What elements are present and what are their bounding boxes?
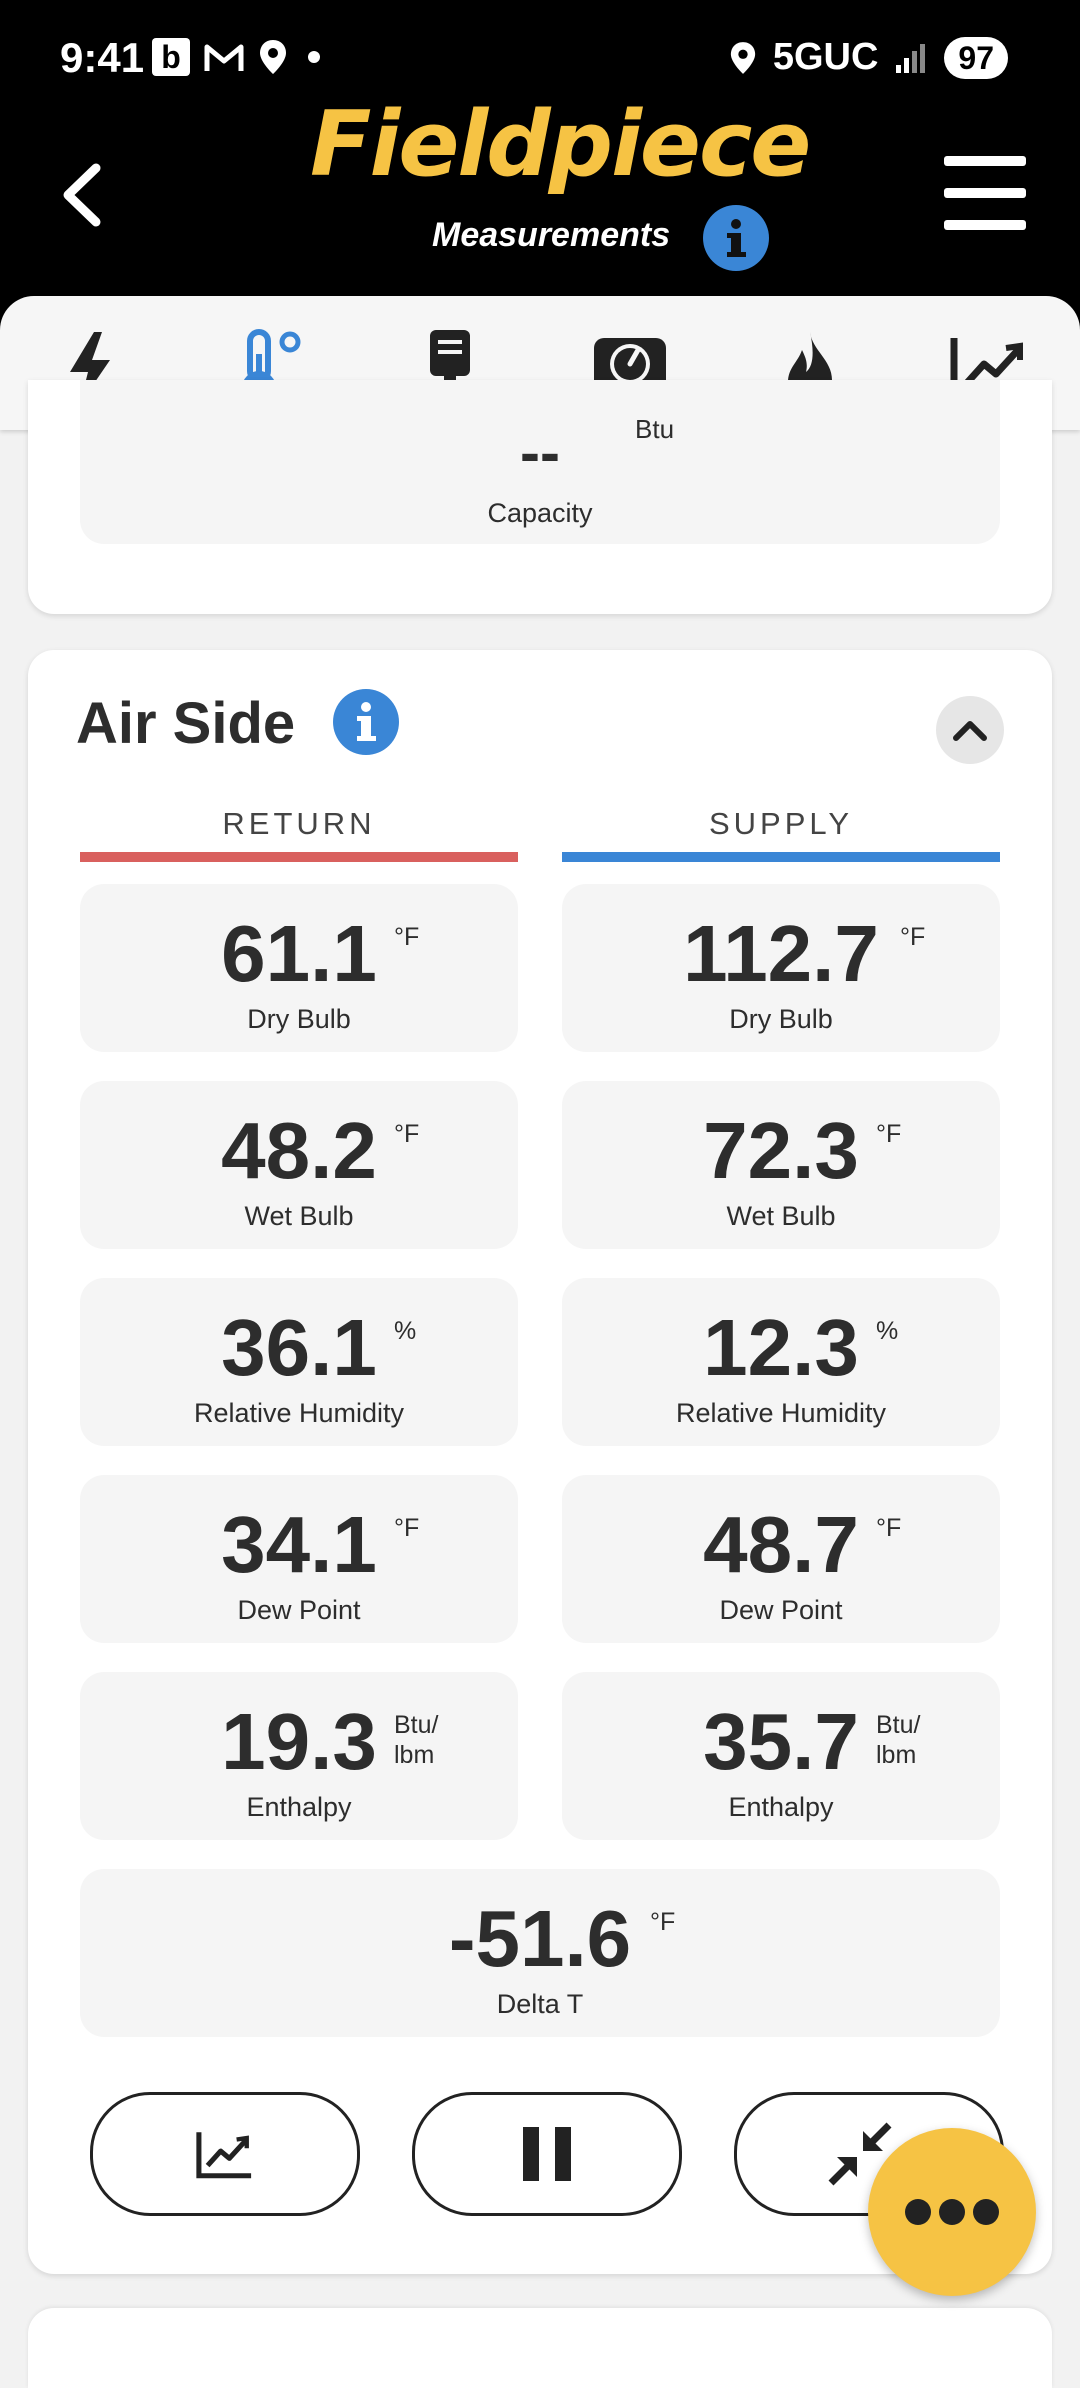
app-header: 9:41 b 5GUC: [0, 0, 1080, 330]
reading-unit: °F: [900, 923, 926, 951]
supply-relative-humidity-tile[interactable]: 12.3 % Relative Humidity: [562, 1278, 1000, 1446]
supply-wet-bulb-tile[interactable]: 72.3 °F Wet Bulb: [562, 1081, 1000, 1249]
reading-value: 36.1: [221, 1303, 377, 1392]
reading-value: -51.6: [448, 1894, 632, 1983]
reading-unit: %: [876, 1317, 899, 1345]
status-bar: 9:41 b 5GUC: [0, 0, 1080, 120]
air-side-card: Air Side RETURN SUPPLY 61.1 °F Dry Bulb …: [28, 650, 1052, 2274]
reading-unit: %: [394, 1317, 417, 1345]
return-color-bar: [80, 852, 518, 862]
reading-label: Dry Bulb: [247, 1004, 351, 1034]
more-options-button[interactable]: [868, 2128, 1036, 2296]
reading-label: Dry Bulb: [729, 1004, 833, 1034]
reading-unit: Btu/ lbm: [876, 1711, 921, 1769]
supply-dew-point-tile[interactable]: 48.7 °F Dew Point: [562, 1475, 1000, 1643]
reading-value: 34.1: [221, 1500, 377, 1589]
location-icon: [730, 41, 755, 74]
supply-dry-bulb-tile[interactable]: 112.7 °F Dry Bulb: [562, 884, 1000, 1052]
more-dots-icon: [905, 2199, 999, 2225]
reading-value: 35.7: [703, 1697, 859, 1786]
reading-value: 48.7: [703, 1500, 859, 1589]
status-time: 9:41: [60, 34, 145, 81]
reading-unit: °F: [394, 1514, 420, 1542]
return-column-header: RETURN: [222, 806, 376, 841]
reading-unit: °F: [876, 1514, 902, 1542]
page-title: Measurements: [432, 216, 671, 254]
hamburger-menu-icon[interactable]: [944, 156, 1026, 230]
reading-value: 12.3: [703, 1303, 859, 1392]
return-dew-point-tile[interactable]: 34.1 °F Dew Point: [80, 1475, 518, 1643]
capacity-value: --: [520, 419, 560, 486]
supply-enthalpy-tile[interactable]: 35.7 Btu/ lbm Enthalpy: [562, 1672, 1000, 1840]
gmail-icon: [204, 44, 244, 71]
reading-value: 112.7: [683, 909, 879, 998]
location-icon: [260, 40, 286, 74]
pause-icon: [523, 2127, 571, 2181]
reading-label: Delta T: [496, 1989, 584, 2019]
reading-label: Relative Humidity: [193, 1398, 405, 1428]
capacity-tile: -- Btu Capacity: [80, 380, 1000, 544]
reading-label: Wet Bulb: [244, 1201, 354, 1231]
notification-icons: b: [152, 38, 326, 76]
info-icon[interactable]: [702, 204, 770, 272]
pause-button[interactable]: [412, 2092, 682, 2216]
reading-label: Wet Bulb: [726, 1201, 836, 1231]
collapse-button[interactable]: [936, 696, 1004, 764]
reading-value: 48.2: [221, 1106, 377, 1195]
capacity-card: -- Btu Capacity: [28, 380, 1052, 614]
battery-level: 97: [944, 36, 1008, 79]
info-icon[interactable]: [332, 688, 400, 756]
network-type: 5GUC: [772, 36, 879, 78]
reading-unit: Btu/ lbm: [394, 1711, 439, 1769]
signal-icon: [896, 43, 926, 73]
capacity-label: Capacity: [487, 498, 593, 528]
dot-icon: [308, 51, 320, 63]
reading-label: Enthalpy: [728, 1792, 834, 1822]
reading-value: 72.3: [703, 1106, 859, 1195]
beeper-icon: b: [152, 38, 190, 76]
reading-unit: °F: [650, 1908, 676, 1936]
reading-label: Enthalpy: [246, 1792, 352, 1822]
reading-value: 19.3: [221, 1697, 377, 1786]
capacity-unit: Btu: [635, 414, 675, 444]
brand-logo: Fieldpiece: [310, 92, 811, 197]
reading-label: Dew Point: [719, 1595, 843, 1625]
collapse-arrows-icon: [828, 2122, 892, 2186]
chevron-up-icon: [953, 721, 987, 741]
reading-label: Relative Humidity: [675, 1398, 887, 1428]
reading-unit: °F: [394, 923, 420, 951]
back-chevron-icon[interactable]: [52, 160, 112, 230]
status-right: 5GUC 97: [729, 36, 1008, 79]
section-title: Air Side: [76, 691, 296, 756]
reading-label: Dew Point: [237, 1595, 361, 1625]
return-wet-bulb-tile[interactable]: 48.2 °F Wet Bulb: [80, 1081, 518, 1249]
return-dry-bulb-tile[interactable]: 61.1 °F Dry Bulb: [80, 884, 518, 1052]
supply-color-bar: [562, 852, 1000, 862]
trend-chart-icon: [196, 2132, 252, 2179]
reading-value: 61.1: [221, 909, 377, 998]
return-enthalpy-tile[interactable]: 19.3 Btu/ lbm Enthalpy: [80, 1672, 518, 1840]
return-relative-humidity-tile[interactable]: 36.1 % Relative Humidity: [80, 1278, 518, 1446]
supply-column-header: SUPPLY: [708, 806, 854, 841]
reading-unit: °F: [876, 1120, 902, 1148]
delta-t-tile[interactable]: -51.6 °F Delta T: [80, 1869, 1000, 2037]
next-card: [28, 2308, 1052, 2388]
trend-button[interactable]: [90, 2092, 360, 2216]
reading-unit: °F: [394, 1120, 420, 1148]
lightning-icon[interactable]: [48, 328, 132, 408]
